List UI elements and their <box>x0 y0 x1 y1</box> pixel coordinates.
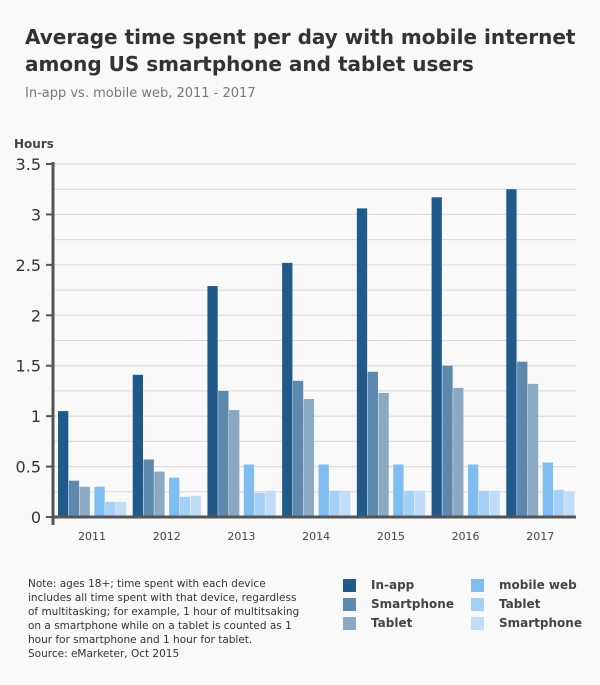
y-tick-label: 1.5 <box>16 357 41 376</box>
bar-mobile-web-2016 <box>467 464 479 517</box>
bar-smartphone-2013 <box>265 490 276 517</box>
x-tick-label: 2011 <box>78 530 106 543</box>
bar-tablet-2017 <box>553 489 564 517</box>
bar-tablet-2012 <box>179 496 191 517</box>
y-tick-label: 2 <box>31 306 41 325</box>
bar-smartphone-2015 <box>367 371 378 517</box>
x-tick-label: 2015 <box>377 530 405 543</box>
legend-label: In-app <box>371 578 415 592</box>
y-tick-label: 0.5 <box>16 458 41 477</box>
chart-subtitle: In-app vs. mobile web, 2011 - 2017 <box>25 86 256 101</box>
bar-mobile-web-2011 <box>94 486 105 517</box>
bar-smartphone-2011 <box>68 480 80 517</box>
y-tick-label: 3 <box>31 205 41 224</box>
legend-swatch <box>343 597 356 611</box>
legend-item: mobile web <box>471 578 591 592</box>
bar-tablet-2011 <box>79 486 90 517</box>
bar-in-app-2017 <box>506 189 517 517</box>
bar-smartphone-2011 <box>116 501 127 517</box>
chart-note: Note: ages 18+; time spent with each dev… <box>28 577 308 661</box>
bar-mobile-web-2017 <box>542 462 553 517</box>
legend-label: Tablet <box>371 616 413 630</box>
bar-tablet-2015 <box>404 490 415 517</box>
y-tick-label: 0 <box>31 508 41 527</box>
legend-item: Smartphone <box>343 597 471 611</box>
bar-in-app-2014 <box>282 262 293 517</box>
bar-tablet-2014 <box>303 398 315 517</box>
legend-label: Smartphone <box>371 597 454 611</box>
legend-label: Tablet <box>499 597 541 611</box>
bar-mobile-web-2015 <box>393 464 404 517</box>
bar-mobile-web-2014 <box>318 464 329 517</box>
legend-swatch <box>471 597 484 611</box>
bar-in-app-2013 <box>207 286 218 517</box>
bar-in-app-2016 <box>431 197 442 518</box>
legend-item: Tablet <box>471 597 591 611</box>
legend-swatch <box>471 578 484 592</box>
bar-tablet-2013 <box>254 492 265 517</box>
y-tick-label: 3.5 <box>16 155 41 174</box>
bar-smartphone-2017 <box>517 361 528 517</box>
x-tick-label: 2014 <box>302 530 330 543</box>
y-tick-label: 2.5 <box>16 256 41 275</box>
x-tick-label: 2013 <box>227 530 255 543</box>
bar-smartphone-2014 <box>292 380 304 517</box>
legend-label: Smartphone <box>499 616 582 630</box>
bar-mobile-web-2012 <box>169 477 180 517</box>
bar-smartphone-2012 <box>190 495 202 517</box>
bar-smartphone-2016 <box>442 365 453 517</box>
bar-smartphone-2012 <box>143 459 154 517</box>
bar-smartphone-2013 <box>218 390 229 517</box>
note-text: Note: ages 18+; time spent with each dev… <box>28 578 300 646</box>
x-tick-label: 2016 <box>452 530 480 543</box>
bar-smartphone-2015 <box>414 490 426 517</box>
bar-tablet-2012 <box>154 471 165 517</box>
legend-swatch <box>343 616 356 630</box>
legend-item: Tablet <box>343 616 471 630</box>
bar-tablet-2014 <box>329 490 340 517</box>
bar-mobile-web-2013 <box>243 464 255 517</box>
bar-tablet-2017 <box>527 383 539 517</box>
source-text: Source: eMarketer, Oct 2015 <box>28 648 180 660</box>
bar-smartphone-2017 <box>564 491 575 517</box>
bar-tablet-2015 <box>378 392 389 517</box>
chart-title: Average time spent per day with mobile i… <box>25 25 576 76</box>
bar-in-app-2015 <box>356 208 368 517</box>
bar-smartphone-2014 <box>340 490 351 517</box>
legend-swatch <box>343 578 356 592</box>
legend-label: mobile web <box>499 578 577 592</box>
x-tick-label: 2017 <box>526 530 554 543</box>
x-tick-label: 2012 <box>153 530 181 543</box>
legend-item: Smartphone <box>471 616 591 630</box>
bar-in-app-2011 <box>58 411 69 517</box>
bar-tablet-2013 <box>229 410 240 517</box>
bar-tablet-2016 <box>478 490 490 517</box>
bar-tablet-2011 <box>105 501 116 517</box>
legend: In-app mobile web Smartphone Tablet Tablet Sm… <box>343 578 593 630</box>
legend-item: In-app <box>343 578 471 592</box>
bar-tablet-2016 <box>453 387 464 517</box>
legend-swatch <box>471 616 484 630</box>
y-axis-label: Hours <box>14 137 54 151</box>
bar-smartphone-2016 <box>489 490 500 517</box>
y-tick-label: 1 <box>31 407 41 426</box>
bar-chart: 0 0.5 1 1.5 2 2.5 3 3.5 2011 2012 2013 2014 2015 2016… <box>16 155 576 543</box>
bar-in-app-2012 <box>132 374 144 517</box>
